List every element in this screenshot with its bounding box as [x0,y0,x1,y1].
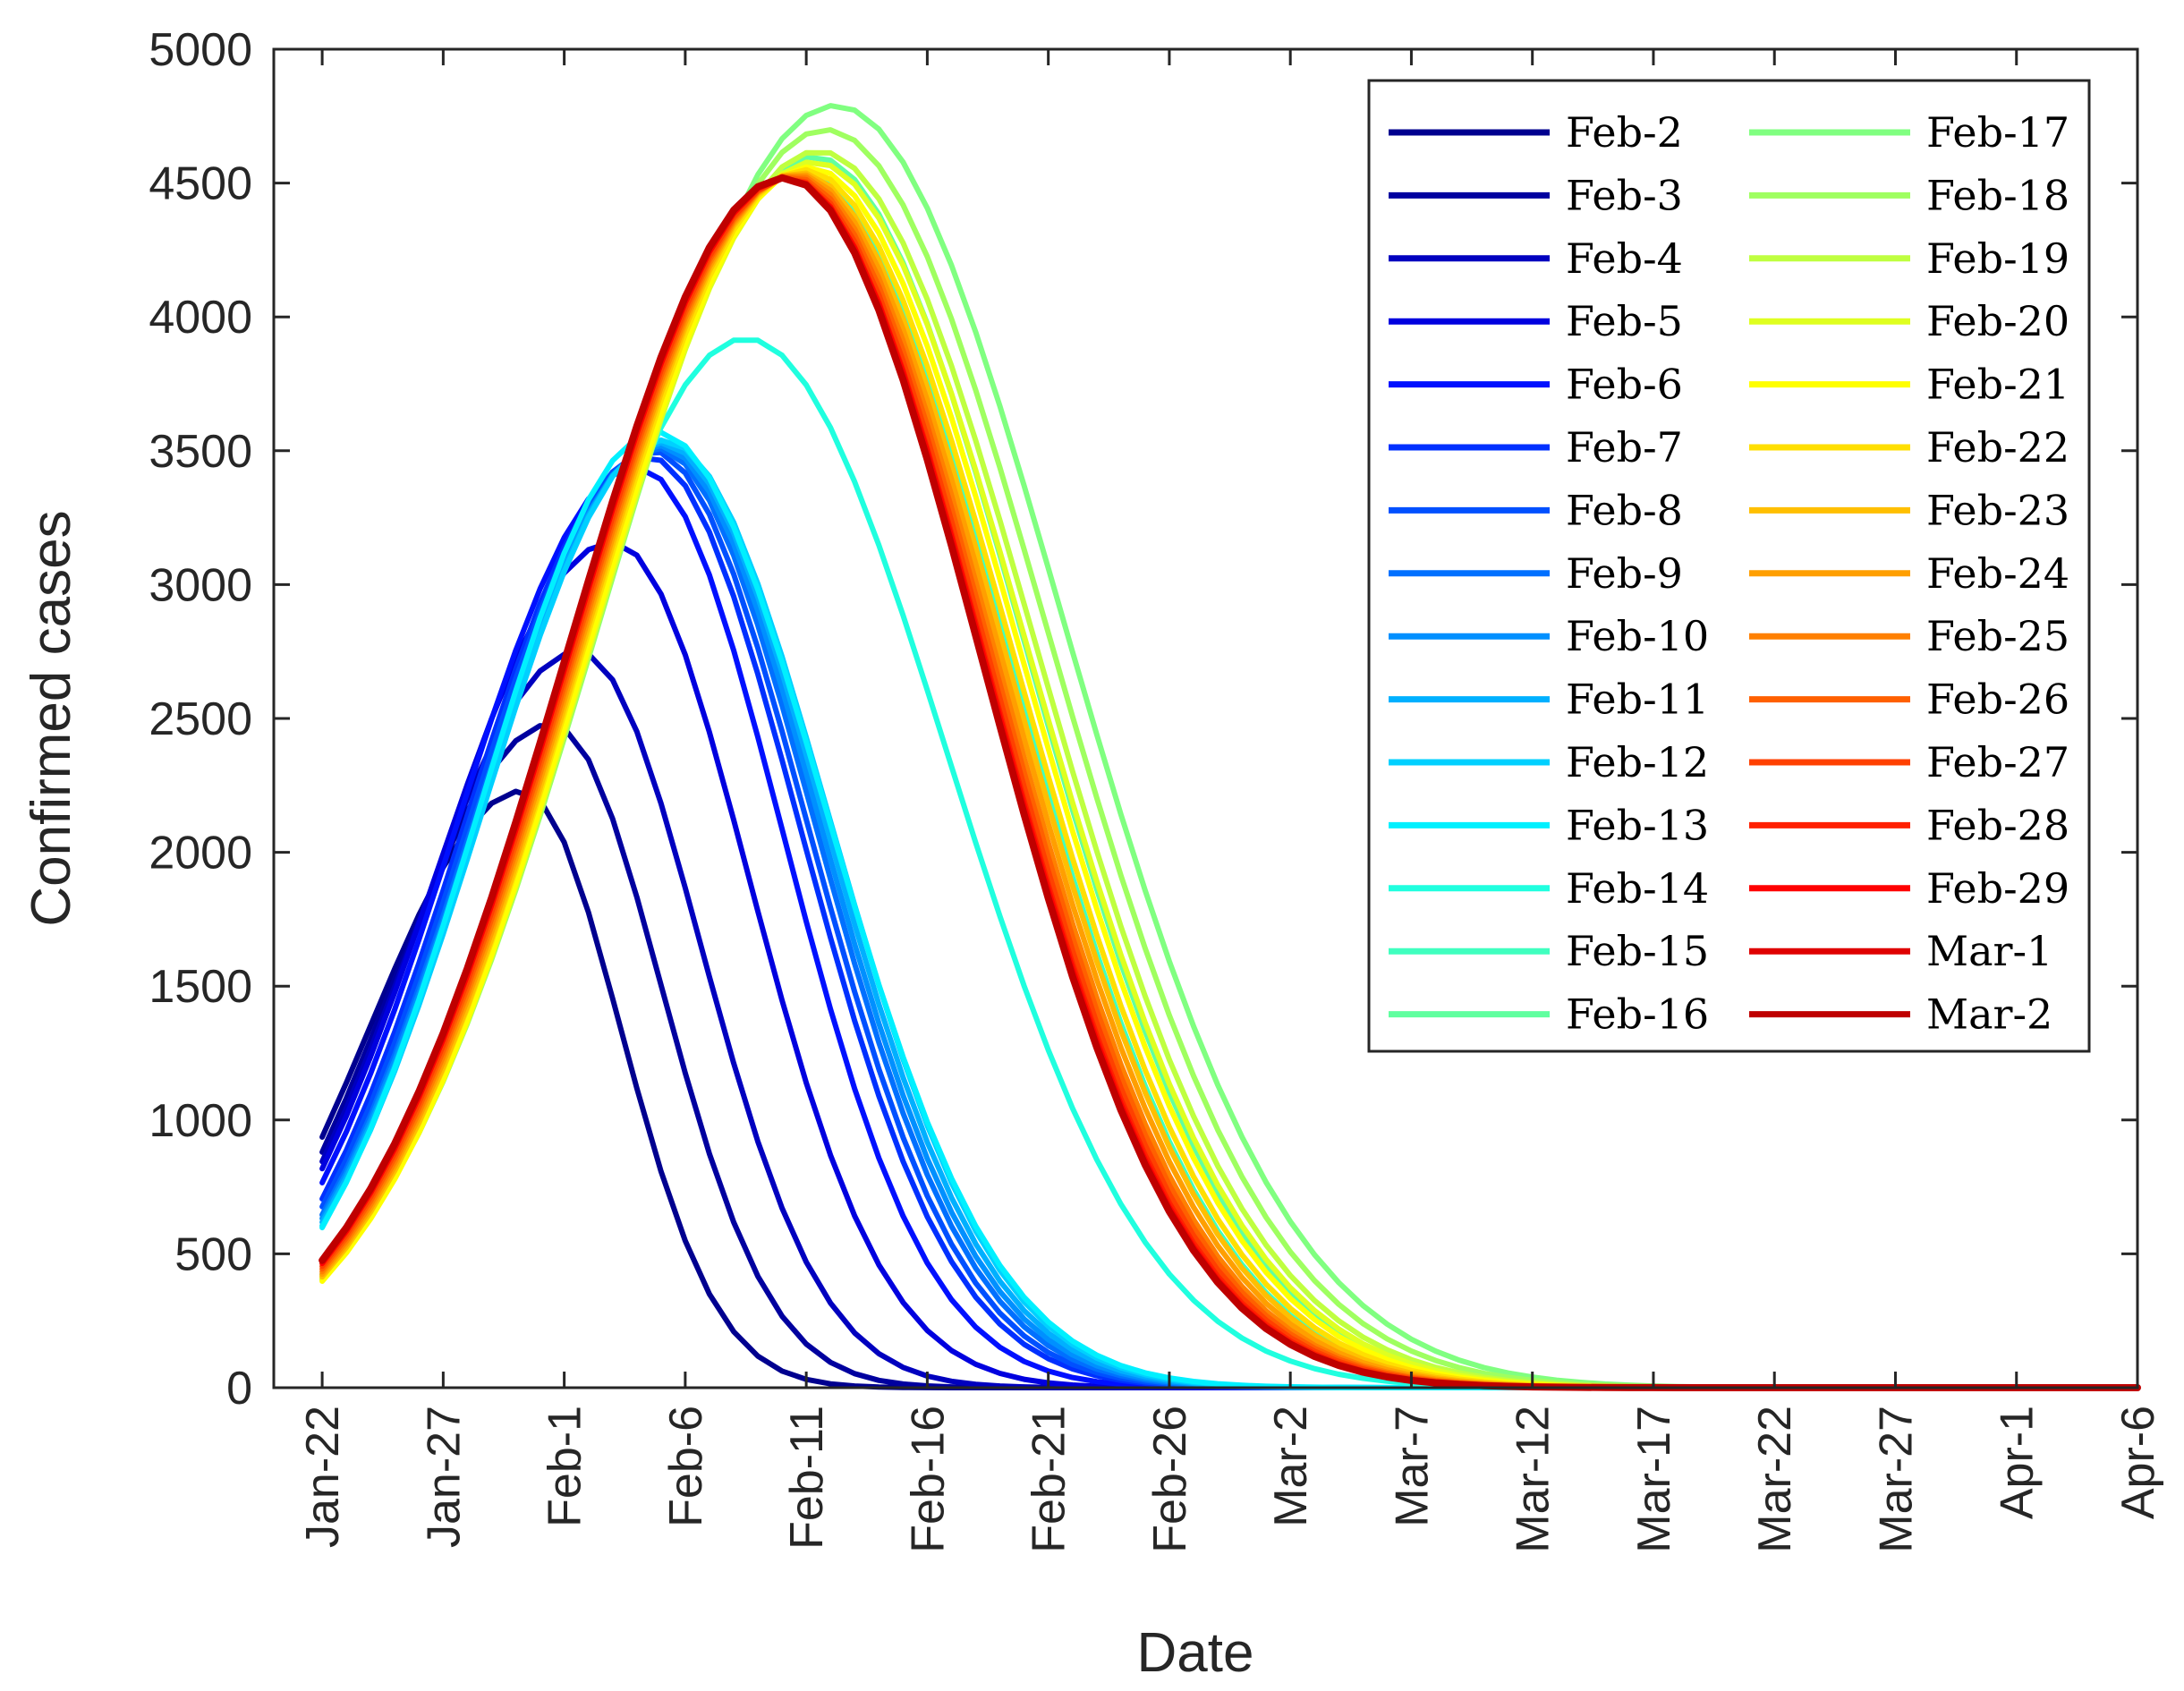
legend-label: Mar-2 [1926,990,2052,1039]
x-tick-label: Mar-12 [1508,1406,1559,1553]
y-tick-label: 3000 [149,559,252,611]
y-tick-label: 500 [174,1228,252,1280]
legend-label: Feb-21 [1926,361,2069,409]
legend-label: Feb-24 [1926,549,2069,598]
y-tick-label: 4500 [149,158,252,210]
y-tick-label: 4000 [149,292,252,344]
y-axis-title: Confirmed cases [21,510,82,926]
x-tick-label: Feb-21 [1024,1406,1075,1553]
legend-label: Feb-15 [1566,927,1709,975]
tick-layer: 0 500 1000 1500 2000 2500 3000 3500 4000 4500 5000… [149,24,2164,1553]
legend-label: Feb-23 [1926,486,2069,534]
x-tick-label: Mar-2 [1265,1406,1317,1527]
legend-label: Feb-29 [1926,864,2069,913]
x-tick-label: Mar-7 [1386,1406,1438,1527]
y-tick-label: 1500 [149,961,252,1013]
x-tick-label: Jan-22 [297,1406,349,1548]
legend-label: Mar-1 [1926,927,2052,975]
legend-label: Feb-22 [1926,423,2069,472]
legend-label: Feb-7 [1566,423,1683,472]
legend-label: Feb-18 [1926,171,2069,219]
legend-label: Feb-13 [1566,801,1709,849]
legend-label: Feb-6 [1566,361,1683,409]
x-tick-label: Feb-11 [781,1406,833,1550]
y-tick-label: 0 [226,1363,252,1415]
legend-label: Feb-26 [1926,676,2069,724]
legend-label: Feb-3 [1566,171,1683,219]
x-axis-title: Date [1137,1622,1254,1684]
legend-label: Feb-19 [1926,234,2069,283]
legend-label: Feb-11 [1566,676,1709,724]
legend-label: Feb-2 [1566,108,1683,157]
x-tick-label: Feb-1 [540,1406,591,1527]
x-tick-label: Mar-27 [1871,1406,1923,1553]
x-tick-label: Apr-6 [2112,1406,2164,1519]
legend-label: Feb-12 [1566,738,1709,786]
legend-label: Feb-8 [1566,486,1683,534]
x-tick-label: Feb-26 [1144,1406,1196,1553]
y-tick-label: 2000 [149,828,252,879]
y-tick-label: 1000 [149,1095,252,1147]
x-tick-label: Jan-27 [418,1406,470,1548]
legend-label: Feb-28 [1926,801,2069,849]
legend-label: Feb-9 [1566,549,1683,598]
legend-label: Feb-10 [1566,612,1709,660]
legend: Feb-2 Feb-3 Feb-4 Feb-5 Feb-6 Feb-7 Feb-8 Feb-9… [1367,79,2091,1053]
legend-label: Feb-16 [1566,990,1709,1039]
legend-label: Feb-20 [1926,297,2069,345]
legend-label: Feb-4 [1566,234,1683,283]
x-tick-label: Mar-17 [1628,1406,1680,1553]
legend-label: Feb-25 [1926,612,2069,660]
y-tick-label: 3500 [149,426,252,478]
x-tick-label: Feb-6 [660,1406,712,1527]
legend-label: Feb-27 [1926,738,2069,786]
legend-label: Feb-14 [1566,864,1709,913]
y-tick-label: 5000 [149,24,252,76]
legend-label: Feb-17 [1926,108,2069,157]
x-tick-label: Mar-22 [1749,1406,1801,1553]
legend-label: Feb-5 [1566,297,1683,345]
x-tick-label: Feb-16 [902,1406,954,1553]
y-tick-label: 2500 [149,693,252,745]
x-tick-label: Apr-1 [1992,1406,2044,1519]
